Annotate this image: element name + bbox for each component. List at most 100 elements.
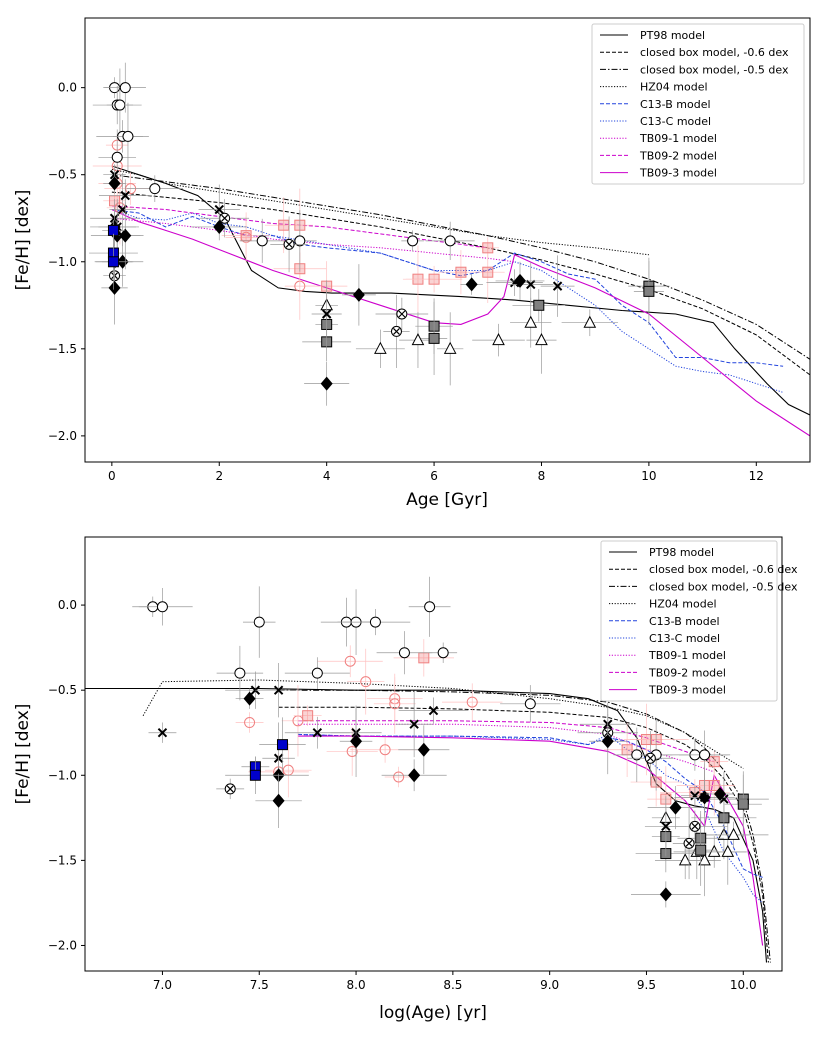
legend-label: TB09-3 model (648, 684, 726, 697)
x-tick-label: 0 (108, 469, 116, 483)
x-tick-label: 9.5 (637, 978, 656, 992)
series-line-tb09-1-model (298, 723, 715, 773)
series-line-pt98-model (111, 165, 810, 416)
x-tick-label: 9.0 (540, 978, 559, 992)
data-point-pink-square (240, 230, 252, 242)
marker-cross (393, 327, 400, 335)
legend-label: closed box model, -0.6 dex (640, 46, 789, 59)
series-line-c13-b-model (111, 209, 784, 367)
data-point-diamond (465, 277, 478, 292)
data-point-pink-square (482, 266, 494, 278)
data-point-blue-square (107, 256, 119, 268)
data-point-diamond (669, 800, 682, 815)
legend-label: closed box model, -0.5 dex (649, 580, 798, 593)
data-point-open-circle (524, 698, 536, 710)
data-point-open-circle (437, 647, 449, 659)
data-point-diamond (119, 228, 132, 243)
series-line-closed-box-model-0-5-dex (111, 174, 810, 360)
data-point-open-triangle (411, 333, 425, 346)
data-point-open-triangle (535, 333, 548, 346)
data-point-diamond (108, 280, 121, 295)
data-point-open-x-circle (283, 238, 295, 250)
series-line-tb09-2-model (298, 720, 715, 763)
top-legend: PT98 model closed box model, -0.6 dex clos… (591, 23, 805, 185)
legend-box (591, 23, 805, 185)
data-point-open-circle (119, 82, 131, 94)
data-point-pink-circle (346, 745, 358, 757)
data-point-gray-square (428, 332, 440, 344)
y-tick-label: 0.0 (58, 598, 77, 612)
data-point-pink-square (708, 779, 720, 791)
data-point-open-circle (407, 235, 419, 247)
data-point-open-circle (122, 130, 134, 142)
data-point-x-marker (157, 728, 168, 738)
data-point-open-triangle (492, 333, 505, 346)
bottom-panel: 7.0 7.5 8.0 8.5 9.0 9.5 10.0 0.0 −0.5 −1.0 −1.5 −2… (13, 536, 798, 1023)
top-panel-markers (89, 62, 670, 406)
series-line-tb09-1-model (111, 217, 515, 263)
legend-box (600, 540, 778, 702)
top-x-axis-label: Age [Gyr] (406, 490, 488, 510)
data-point-gray-square (695, 844, 707, 856)
data-point-diamond (601, 734, 614, 749)
data-point-pink-square (302, 710, 314, 722)
data-point-diamond (659, 887, 672, 902)
bottom-y-axis-label: [Fe/H] [dex] (13, 704, 33, 805)
top-panel: 0 2 4 6 8 10 12 0.0−0.5−1.0−1.5−2.0 Age [Gyr] … (13, 17, 811, 510)
data-point-open-x-circle (644, 752, 656, 764)
data-point-open-x-circle (683, 837, 695, 849)
bottom-x-ticks: 7.0 7.5 8.0 8.5 9.0 9.5 10.0 (153, 971, 757, 992)
x-tick-label: 8.0 (347, 978, 366, 992)
data-point-gray-square (737, 798, 749, 810)
data-point-x-marker (661, 821, 671, 832)
legend-label: TB09-2 model (648, 666, 726, 679)
legend-label: TB09-1 model (639, 132, 717, 145)
data-point-x-marker (214, 204, 224, 215)
x-tick-label: 10.0 (730, 978, 757, 992)
x-tick-label: 7.5 (250, 978, 269, 992)
data-point-x-marker (273, 685, 284, 695)
data-point-open-triangle (698, 853, 711, 866)
y-tick-label: −1.5 (48, 342, 77, 356)
data-point-x-marker (321, 309, 332, 319)
series-line-closed-box-model-0-6-dex (278, 706, 769, 963)
data-point-open-circle (294, 235, 306, 247)
bottom-x-axis-label: log(Age) [yr] (379, 1003, 487, 1023)
top-plot-frame (84, 17, 811, 463)
data-point-open-circle (699, 749, 711, 761)
series-line-closed-box-model-0-5-dex (278, 689, 771, 963)
data-point-gray-square (643, 285, 655, 297)
data-point-open-triangle (678, 853, 692, 866)
data-point-open-circle (369, 616, 381, 628)
data-point-diamond (514, 273, 526, 288)
y-tick-label: −2.0 (48, 938, 77, 952)
data-point-pink-square (428, 273, 440, 285)
marker-cross (221, 214, 229, 222)
data-point-diamond (243, 691, 256, 706)
series-line-hz04-model (142, 679, 744, 769)
data-point-open-x-circle (396, 308, 408, 320)
data-point-pink-square (482, 242, 494, 254)
data-point-open-circle (424, 601, 436, 613)
bottom-panel-markers (132, 576, 769, 908)
data-point-pink-circle (379, 744, 391, 756)
legend-label: C13-C model (640, 115, 711, 128)
legend-label: closed box model, -0.6 dex (649, 563, 798, 576)
marker-cross (398, 310, 406, 318)
data-point-blue-square (276, 739, 288, 751)
legend-label: TB09-3 model (639, 167, 717, 180)
data-point-diamond (320, 376, 333, 391)
data-point-pink-square (418, 652, 430, 664)
bottom-y-ticks: 0.0 −0.5 −1.0 −1.5 −2.0 (48, 598, 85, 952)
top-y-ticks: 0.0 −0.5 −1.0 −1.5 −2.0 (48, 81, 85, 443)
x-tick-label: 8 (538, 469, 546, 483)
data-point-x-marker (312, 728, 323, 738)
data-point-open-circle (156, 601, 168, 613)
data-point-open-x-circle (689, 820, 701, 832)
legend-label: TB09-2 model (639, 149, 717, 162)
marker-cross (646, 754, 654, 762)
data-point-pink-circle (344, 655, 356, 667)
data-point-open-circle (149, 183, 161, 195)
data-point-x-marker (428, 705, 439, 716)
legend-label: PT98 model (640, 29, 705, 42)
